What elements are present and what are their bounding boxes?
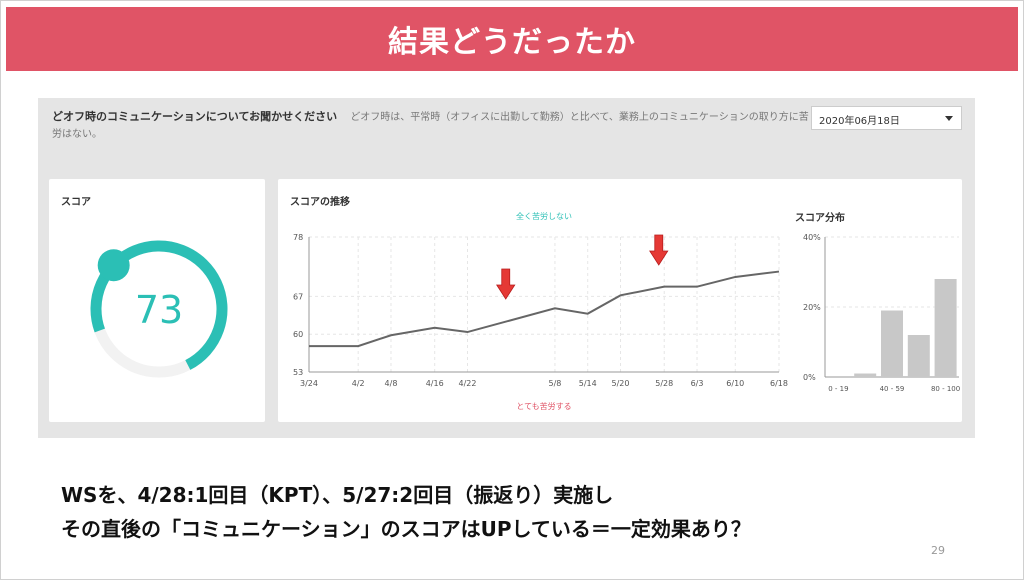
score-card-title: スコア [61,197,91,208]
date-select-value: 2020年06月18日 [819,116,900,127]
page-number: 29 [931,544,945,557]
title-banner: 結果どうだったか [6,7,1018,71]
score-value: 73 [135,288,183,332]
score-card: スコア 73 [49,179,265,422]
dist-y-tick: 20% [803,303,821,312]
trend-series-line [309,270,780,348]
dashboard-panel: どオフ時のコミュニケーションについてお聞かせください どオフ時は、平常時（オフィ… [38,98,975,438]
trend-x-tick: 6/10 [726,379,744,388]
dist-y-tick: 0% [803,373,816,382]
gauge-arc [90,240,228,370]
trend-card: スコアの推移 スコア分布 3/24 4/2 4/8 4/16 4/22 5/8 5/14 5/… [278,179,962,422]
dist-x-tick: 80 - 100 [931,385,960,393]
date-select[interactable]: 2020年06月18日 [811,106,962,130]
dist-chart-title: スコア分布 [795,213,845,224]
charts-svg: 3/24 4/2 4/8 4/16 4/22 5/8 5/14 5/20 5/28 6/3 6/10… [293,211,960,411]
trend-x-tick: 5/20 [612,379,630,388]
question-text: どオフ時のコミュニケーションについてお聞かせください どオフ時は、平常時（オフィ… [52,108,812,143]
trend-x-tick: 4/8 [385,379,398,388]
down-arrow-icon [496,268,516,300]
trend-x-tick: 4/2 [352,379,365,388]
dist-x-tick: 0 - 19 [828,385,848,393]
trend-top-label: 全く苦労しない [516,211,572,221]
down-arrow-icon [649,234,669,266]
trend-x-tick: 5/8 [548,379,561,388]
question-description: どオフ時は、平常時（オフィスに出勤して勤務）と比べて、業務上のコミュニケーション… [52,112,809,140]
gauge-knob [97,249,130,282]
trend-bottom-label: とても苦労する [516,401,571,411]
trend-x-tick: 4/16 [426,379,444,388]
trend-x-tick: 6/3 [691,379,704,388]
trend-y-tick: 78 [293,233,303,242]
dist-bar [934,279,957,377]
dist-bar [881,310,903,377]
trend-y-tick: 67 [293,292,303,301]
trend-y-tick: 60 [293,330,303,339]
trend-x-tick: 5/28 [655,379,673,388]
score-gauge: 73 [90,240,228,378]
trend-y-tick: 53 [293,368,303,377]
dist-bar [907,335,930,377]
dist-bar [854,373,877,377]
footer-line-1: WSを、4/28:1回目（KPT）、5/27:2回目（振返り）実施し [61,483,614,507]
trend-chart-title: スコアの推移 [290,197,350,208]
trend-x-tick: 4/22 [459,379,477,388]
caret-down-icon[interactable] [945,116,953,121]
question-title: どオフ時のコミュニケーションについてお聞かせください [52,110,338,123]
dist-x-tick: 40 - 59 [880,385,905,393]
slide-title: 結果どうだったか [388,25,636,60]
dist-y-tick: 40% [803,233,821,242]
trend-x-tick: 6/18 [770,379,788,388]
trend-x-tick: 3/24 [300,379,318,388]
trend-x-tick: 5/14 [579,379,597,388]
footer-line-2: その直後の「コミュニケーション」のスコアはUPしている＝一定効果あり？ [61,517,751,541]
